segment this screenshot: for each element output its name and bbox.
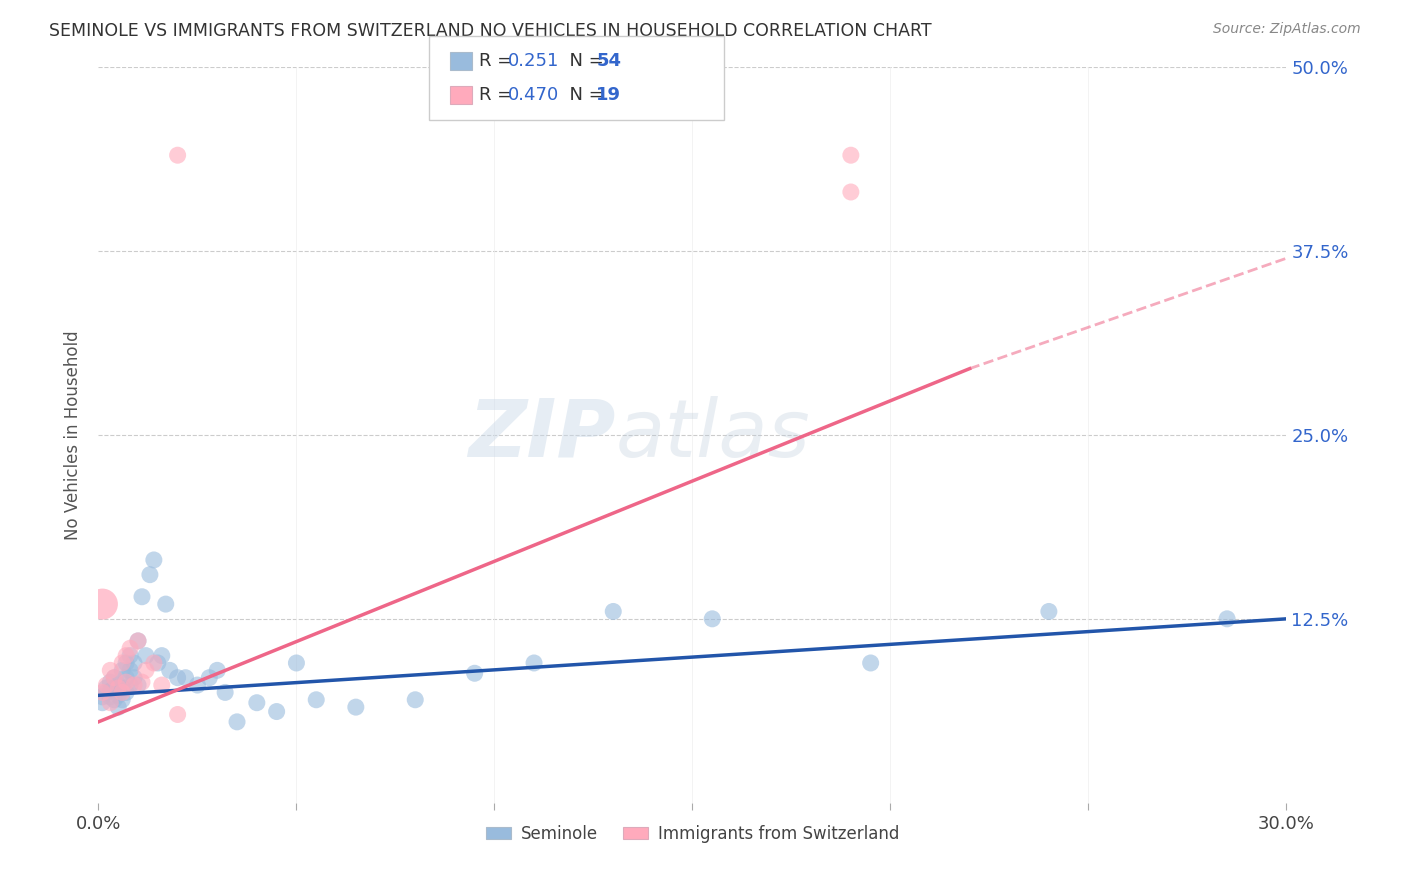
- Point: [115, 675, 138, 690]
- Text: N =: N =: [558, 86, 610, 103]
- Text: R =: R =: [479, 86, 519, 103]
- Point: [839, 185, 862, 199]
- Point: [98, 684, 121, 698]
- Point: [702, 612, 724, 626]
- Point: [103, 692, 125, 706]
- Point: [150, 648, 173, 663]
- Point: [142, 553, 165, 567]
- Point: [155, 597, 177, 611]
- Point: [150, 678, 173, 692]
- Point: [96, 681, 118, 695]
- Text: atlas: atlas: [616, 396, 810, 474]
- Text: 54: 54: [596, 53, 621, 70]
- Point: [127, 633, 149, 648]
- Point: [166, 671, 188, 685]
- Point: [139, 567, 162, 582]
- Point: [111, 656, 134, 670]
- Point: [464, 666, 486, 681]
- Point: [111, 664, 134, 678]
- Text: N =: N =: [558, 53, 610, 70]
- Point: [186, 678, 208, 692]
- Point: [107, 678, 129, 692]
- Point: [115, 656, 138, 670]
- Point: [1216, 612, 1239, 626]
- Text: Source: ZipAtlas.com: Source: ZipAtlas.com: [1213, 22, 1361, 37]
- Legend: Seminole, Immigrants from Switzerland: Seminole, Immigrants from Switzerland: [479, 818, 905, 850]
- Point: [226, 714, 249, 729]
- Point: [122, 656, 145, 670]
- Point: [122, 678, 145, 692]
- Text: 0.251: 0.251: [508, 53, 560, 70]
- Point: [122, 671, 145, 685]
- Point: [120, 678, 142, 692]
- Point: [146, 656, 169, 670]
- Point: [98, 696, 121, 710]
- Point: [131, 590, 153, 604]
- Text: R =: R =: [479, 53, 519, 70]
- Point: [96, 685, 118, 699]
- Point: [115, 685, 138, 699]
- Point: [115, 671, 138, 685]
- Point: [142, 656, 165, 670]
- Point: [246, 696, 269, 710]
- Point: [111, 681, 134, 695]
- Point: [91, 690, 114, 704]
- Point: [839, 148, 862, 162]
- Point: [98, 664, 121, 678]
- Point: [523, 656, 546, 670]
- Point: [103, 671, 125, 685]
- Point: [344, 700, 367, 714]
- Point: [120, 641, 142, 656]
- Point: [103, 671, 125, 685]
- Point: [602, 605, 624, 619]
- Text: 19: 19: [596, 86, 621, 103]
- Point: [98, 675, 121, 690]
- Point: [404, 692, 426, 706]
- Y-axis label: No Vehicles in Household: No Vehicles in Household: [65, 330, 83, 540]
- Point: [103, 681, 125, 695]
- Text: 0.470: 0.470: [508, 86, 558, 103]
- Point: [120, 664, 142, 678]
- Point: [285, 656, 308, 670]
- Point: [91, 597, 114, 611]
- Point: [127, 633, 149, 648]
- Point: [96, 678, 118, 692]
- Point: [115, 648, 138, 663]
- Point: [91, 685, 114, 699]
- Point: [198, 671, 221, 685]
- Point: [111, 685, 134, 699]
- Point: [159, 664, 181, 678]
- Point: [266, 705, 288, 719]
- Point: [166, 707, 188, 722]
- Text: ZIP: ZIP: [468, 396, 616, 474]
- Point: [174, 671, 197, 685]
- Point: [205, 664, 228, 678]
- Point: [214, 685, 236, 699]
- Point: [91, 696, 114, 710]
- Point: [127, 678, 149, 692]
- Point: [135, 648, 157, 663]
- Point: [131, 675, 153, 690]
- Point: [859, 656, 882, 670]
- Point: [166, 148, 188, 162]
- Point: [111, 692, 134, 706]
- Point: [98, 690, 121, 704]
- Point: [107, 681, 129, 695]
- Point: [107, 689, 129, 703]
- Point: [107, 700, 129, 714]
- Point: [120, 648, 142, 663]
- Point: [135, 664, 157, 678]
- Text: SEMINOLE VS IMMIGRANTS FROM SWITZERLAND NO VEHICLES IN HOUSEHOLD CORRELATION CHA: SEMINOLE VS IMMIGRANTS FROM SWITZERLAND …: [49, 22, 932, 40]
- Point: [1038, 605, 1060, 619]
- Point: [305, 692, 328, 706]
